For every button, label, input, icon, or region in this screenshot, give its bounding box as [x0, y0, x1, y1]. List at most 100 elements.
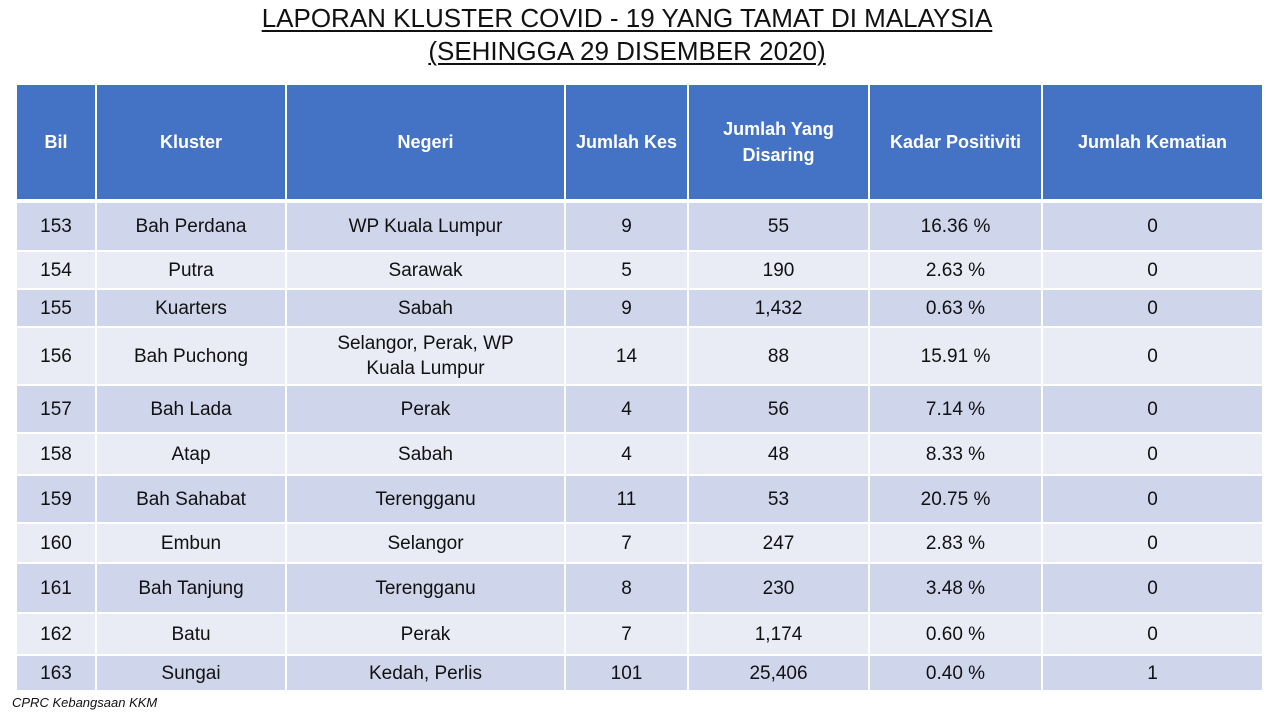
cell-positiviti: 7.14 % — [868, 384, 1043, 434]
cell-kluster: Bah Sahabat — [95, 474, 287, 524]
table-row: 162 Batu Perak 7 1,174 0.60 % 0 — [15, 612, 1264, 656]
cell-bil: 153 — [15, 200, 97, 252]
cell-kematian: 0 — [1041, 474, 1264, 524]
cell-kes: 5 — [564, 250, 689, 290]
cell-kes: 11 — [564, 474, 689, 524]
cluster-table: Bil Kluster Negeri Jumlah Kes Jumlah Yan… — [15, 83, 1264, 692]
cell-kes: 4 — [564, 384, 689, 434]
report-title: LAPORAN KLUSTER COVID - 19 YANG TAMAT DI… — [0, 2, 1254, 68]
cell-kes: 8 — [564, 562, 689, 614]
cell-kluster: Atap — [95, 432, 287, 476]
table-body: 153 Bah Perdana WP Kuala Lumpur 9 55 16.… — [15, 200, 1264, 692]
cell-kes: 4 — [564, 432, 689, 476]
cell-kluster: Bah Lada — [95, 384, 287, 434]
table-row: 161 Bah Tanjung Terengganu 8 230 3.48 % … — [15, 562, 1264, 614]
cell-bil: 154 — [15, 250, 97, 290]
header-jumlah-disaring: Jumlah Yang Disaring — [687, 83, 870, 203]
cell-negeri: WP Kuala Lumpur — [285, 200, 566, 252]
header-kadar-positiviti: Kadar Positiviti — [868, 83, 1043, 203]
cell-kematian: 0 — [1041, 384, 1264, 434]
cell-disaring: 55 — [687, 200, 870, 252]
table-row: 159 Bah Sahabat Terengganu 11 53 20.75 %… — [15, 474, 1264, 524]
cell-disaring: 48 — [687, 432, 870, 476]
cell-kluster: Kuarters — [95, 288, 287, 328]
report-title-line1: LAPORAN KLUSTER COVID - 19 YANG TAMAT DI… — [261, 3, 993, 33]
cell-disaring: 88 — [687, 326, 870, 386]
cell-bil: 161 — [15, 562, 97, 614]
cell-disaring: 190 — [687, 250, 870, 290]
cell-positiviti: 3.48 % — [868, 562, 1043, 614]
cell-kluster: Bah Perdana — [95, 200, 287, 252]
cell-kes: 7 — [564, 612, 689, 656]
header-jumlah-kematian: Jumlah Kematian — [1041, 83, 1264, 203]
cell-positiviti: 0.60 % — [868, 612, 1043, 656]
cell-kes: 14 — [564, 326, 689, 386]
cell-negeri: Sabah — [285, 288, 566, 328]
cell-kematian: 0 — [1041, 432, 1264, 476]
cell-negeri: Perak — [285, 612, 566, 656]
table-row: 153 Bah Perdana WP Kuala Lumpur 9 55 16.… — [15, 200, 1264, 252]
cell-positiviti: 2.83 % — [868, 522, 1043, 564]
cell-positiviti: 0.40 % — [868, 654, 1043, 692]
cell-negeri: Perak — [285, 384, 566, 434]
report-title-line2: (SEHINGGA 29 DISEMBER 2020) — [428, 36, 826, 66]
cell-kes: 9 — [564, 200, 689, 252]
cell-bil: 162 — [15, 612, 97, 656]
cell-disaring: 247 — [687, 522, 870, 564]
cell-negeri: Sarawak — [285, 250, 566, 290]
cell-kes: 7 — [564, 522, 689, 564]
table-row: 158 Atap Sabah 4 48 8.33 % 0 — [15, 432, 1264, 476]
cell-positiviti: 2.63 % — [868, 250, 1043, 290]
header-kluster: Kluster — [95, 83, 287, 203]
cell-bil: 158 — [15, 432, 97, 476]
cell-negeri: Terengganu — [285, 562, 566, 614]
cell-disaring: 56 — [687, 384, 870, 434]
cell-kes: 9 — [564, 288, 689, 328]
cell-disaring: 25,406 — [687, 654, 870, 692]
cell-kluster: Embun — [95, 522, 287, 564]
cell-negeri: Terengganu — [285, 474, 566, 524]
cell-bil: 163 — [15, 654, 97, 692]
cell-positiviti: 0.63 % — [868, 288, 1043, 328]
source-note: CPRC Kebangsaan KKM — [12, 695, 158, 710]
table-row: 155 Kuarters Sabah 9 1,432 0.63 % 0 — [15, 288, 1264, 328]
header-jumlah-kes: Jumlah Kes — [564, 83, 689, 203]
cell-kluster: Batu — [95, 612, 287, 656]
cell-kluster: Bah Tanjung — [95, 562, 287, 614]
table-row: 160 Embun Selangor 7 247 2.83 % 0 — [15, 522, 1264, 564]
header-negeri: Negeri — [285, 83, 566, 203]
cell-kematian: 0 — [1041, 522, 1264, 564]
cell-kematian: 1 — [1041, 654, 1264, 692]
cell-kluster: Putra — [95, 250, 287, 290]
cell-bil: 157 — [15, 384, 97, 434]
cell-kes: 101 — [564, 654, 689, 692]
header-row: Bil Kluster Negeri Jumlah Kes Jumlah Yan… — [15, 83, 1264, 203]
cell-disaring: 53 — [687, 474, 870, 524]
cell-kluster: Sungai — [95, 654, 287, 692]
cell-negeri: Selangor — [285, 522, 566, 564]
cell-disaring: 230 — [687, 562, 870, 614]
cell-bil: 159 — [15, 474, 97, 524]
cell-kematian: 0 — [1041, 562, 1264, 614]
cell-disaring: 1,432 — [687, 288, 870, 328]
table-row: 156 Bah Puchong Selangor, Perak, WP Kual… — [15, 326, 1264, 386]
cell-negeri: Selangor, Perak, WP Kuala Lumpur — [285, 326, 566, 386]
cell-kematian: 0 — [1041, 250, 1264, 290]
cell-kematian: 0 — [1041, 288, 1264, 328]
cell-negeri: Sabah — [285, 432, 566, 476]
cell-kluster: Bah Puchong — [95, 326, 287, 386]
cell-bil: 156 — [15, 326, 97, 386]
cell-positiviti: 20.75 % — [868, 474, 1043, 524]
table-row: 154 Putra Sarawak 5 190 2.63 % 0 — [15, 250, 1264, 290]
cell-kematian: 0 — [1041, 326, 1264, 386]
cell-positiviti: 8.33 % — [868, 432, 1043, 476]
cell-bil: 155 — [15, 288, 97, 328]
table-row: 163 Sungai Kedah, Perlis 101 25,406 0.40… — [15, 654, 1264, 692]
cell-negeri: Kedah, Perlis — [285, 654, 566, 692]
header-bil: Bil — [15, 83, 97, 203]
cell-bil: 160 — [15, 522, 97, 564]
cell-positiviti: 16.36 % — [868, 200, 1043, 252]
cell-disaring: 1,174 — [687, 612, 870, 656]
cell-kematian: 0 — [1041, 200, 1264, 252]
